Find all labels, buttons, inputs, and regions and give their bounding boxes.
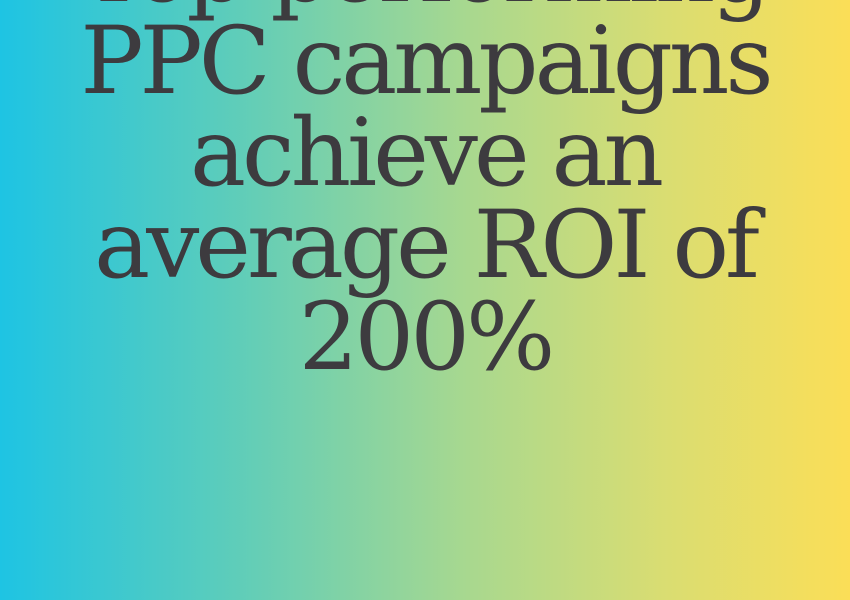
headline-line-1: Top-performing [0, 0, 850, 17]
statistic-headline: Top-performing PPC campaigns achieve an … [0, 0, 850, 392]
headline-line-4: average ROI of [94, 191, 760, 300]
headline-line-3: achieve an [189, 99, 664, 208]
headline-line-2: PPC campaigns [80, 7, 773, 116]
headline-line-5: 200% [298, 283, 556, 392]
